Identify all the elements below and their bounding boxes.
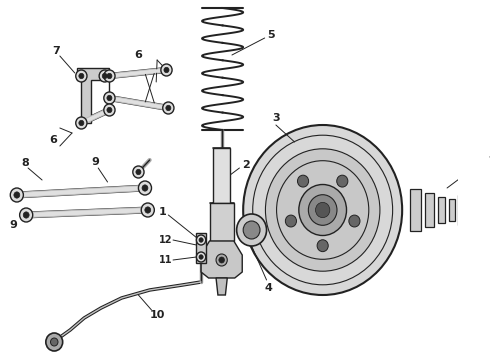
- Circle shape: [316, 202, 330, 218]
- Text: 2: 2: [242, 160, 250, 170]
- Circle shape: [196, 235, 206, 245]
- Circle shape: [76, 117, 87, 129]
- Circle shape: [243, 221, 260, 239]
- Circle shape: [161, 64, 172, 76]
- Circle shape: [79, 120, 84, 126]
- Circle shape: [237, 214, 267, 246]
- Circle shape: [469, 200, 488, 220]
- FancyBboxPatch shape: [410, 189, 421, 231]
- Circle shape: [104, 92, 115, 104]
- Text: 9: 9: [92, 157, 99, 167]
- Text: 11: 11: [159, 255, 172, 265]
- Circle shape: [50, 338, 58, 346]
- Text: 10: 10: [149, 310, 165, 320]
- FancyBboxPatch shape: [210, 203, 234, 241]
- Circle shape: [104, 70, 115, 82]
- Circle shape: [46, 333, 63, 351]
- Circle shape: [142, 185, 148, 191]
- Circle shape: [10, 188, 24, 202]
- Circle shape: [23, 212, 29, 218]
- Circle shape: [138, 181, 151, 195]
- Polygon shape: [216, 278, 227, 295]
- Circle shape: [104, 104, 115, 116]
- Text: 7: 7: [52, 46, 60, 56]
- Circle shape: [79, 73, 84, 79]
- Text: 3: 3: [488, 150, 490, 160]
- Circle shape: [76, 70, 87, 82]
- Circle shape: [308, 195, 337, 225]
- FancyBboxPatch shape: [458, 195, 466, 225]
- Circle shape: [299, 185, 346, 235]
- Circle shape: [474, 205, 484, 215]
- Circle shape: [337, 175, 348, 187]
- Circle shape: [163, 102, 174, 114]
- Text: 6: 6: [134, 50, 143, 60]
- FancyBboxPatch shape: [425, 193, 434, 227]
- Circle shape: [136, 169, 141, 175]
- Text: 5: 5: [268, 30, 275, 40]
- Circle shape: [196, 252, 206, 262]
- Text: 8: 8: [22, 158, 29, 168]
- Circle shape: [20, 208, 33, 222]
- Circle shape: [199, 255, 203, 259]
- Text: 6: 6: [49, 135, 57, 145]
- Circle shape: [219, 257, 224, 263]
- Circle shape: [297, 175, 309, 187]
- Circle shape: [107, 107, 112, 113]
- Circle shape: [164, 67, 169, 73]
- FancyBboxPatch shape: [438, 197, 445, 223]
- Text: 9: 9: [9, 220, 17, 230]
- Circle shape: [145, 207, 151, 213]
- Circle shape: [243, 125, 402, 295]
- Circle shape: [107, 73, 112, 79]
- FancyBboxPatch shape: [449, 199, 456, 221]
- Circle shape: [14, 192, 20, 198]
- Circle shape: [99, 70, 110, 82]
- Polygon shape: [201, 241, 242, 278]
- FancyBboxPatch shape: [196, 233, 206, 263]
- FancyBboxPatch shape: [213, 148, 230, 203]
- Circle shape: [166, 105, 171, 111]
- Text: 1: 1: [159, 207, 167, 217]
- Text: 3: 3: [272, 113, 280, 123]
- Circle shape: [216, 254, 227, 266]
- Circle shape: [141, 203, 154, 217]
- Circle shape: [349, 215, 360, 227]
- Circle shape: [285, 215, 296, 227]
- Circle shape: [133, 166, 144, 178]
- Circle shape: [102, 73, 107, 79]
- Circle shape: [199, 238, 203, 242]
- Text: 4: 4: [265, 283, 272, 293]
- Circle shape: [107, 95, 112, 101]
- Polygon shape: [77, 68, 109, 123]
- Text: 12: 12: [159, 235, 172, 245]
- Circle shape: [266, 149, 380, 271]
- Circle shape: [317, 240, 328, 252]
